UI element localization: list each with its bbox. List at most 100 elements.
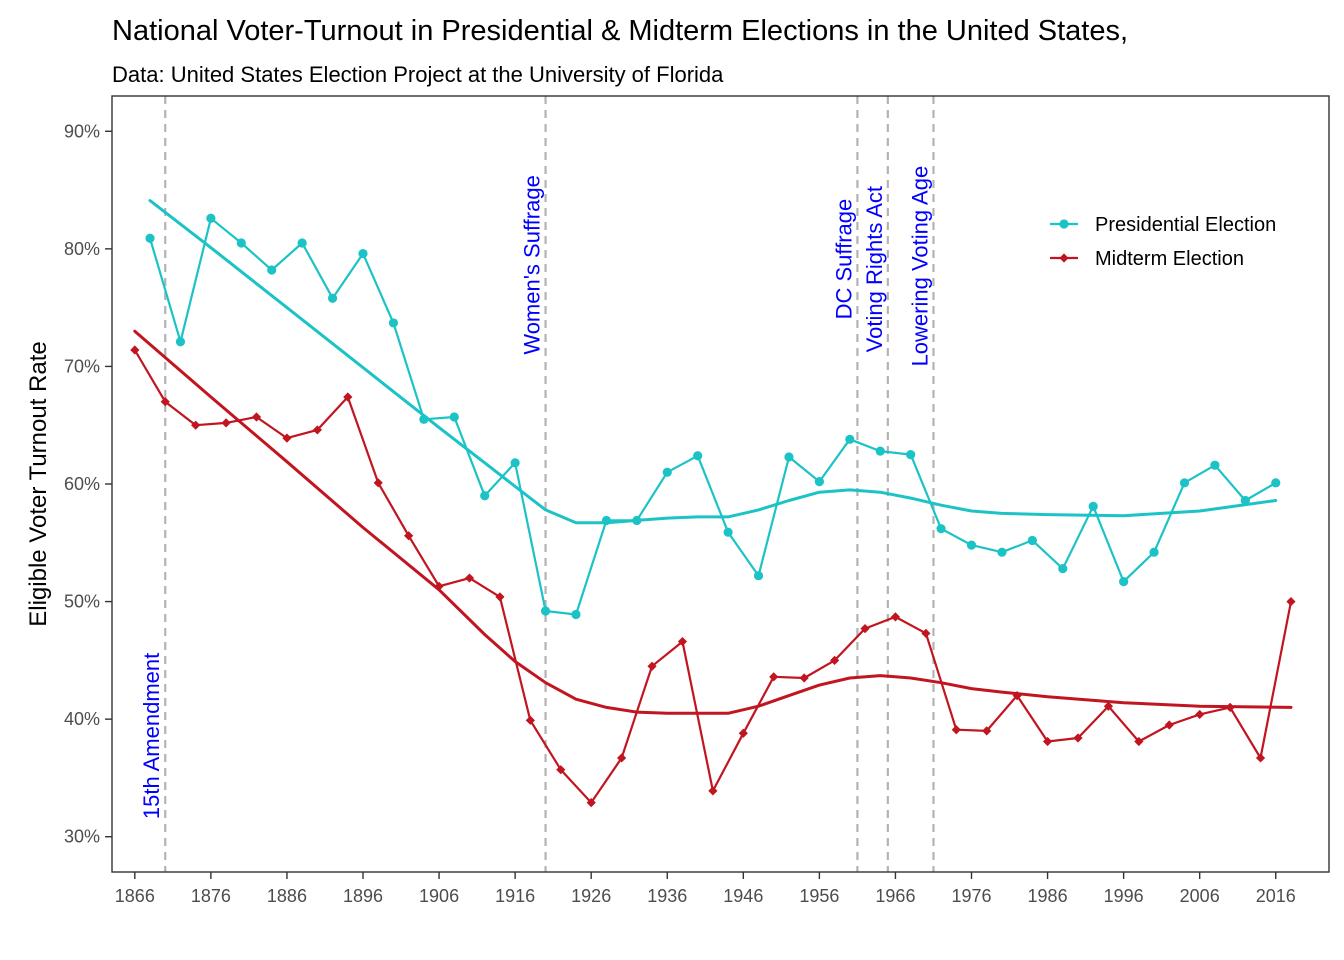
event-label: Voting Rights Act: [862, 186, 887, 352]
data-point: [1103, 701, 1114, 711]
data-point: [662, 467, 672, 477]
data-point: [845, 434, 855, 444]
data-point: [601, 515, 612, 526]
data-point: [175, 337, 186, 347]
data-point: [388, 318, 399, 328]
x-tick-label: 1986: [1028, 886, 1068, 906]
x-tick-label: 1926: [571, 886, 611, 906]
data-point: [753, 571, 764, 581]
data-point: [1255, 753, 1266, 763]
data-point: [1042, 736, 1053, 747]
x-tick-label: 1886: [267, 886, 307, 906]
data-point: [1195, 709, 1205, 720]
data-point: [708, 786, 718, 796]
data-point: [829, 655, 840, 665]
data-point: [236, 238, 246, 248]
data-point: [647, 661, 657, 671]
data-point: [1149, 547, 1159, 557]
data-point: [1286, 596, 1296, 607]
data-point: [434, 581, 444, 591]
data-point: [677, 636, 688, 647]
data-point: [1164, 720, 1174, 730]
x-tick-label: 1866: [115, 886, 155, 906]
data-point: [738, 728, 748, 738]
data-point: [145, 233, 155, 243]
data-point: [1119, 576, 1129, 587]
data-point: [160, 397, 170, 407]
data-point: [906, 450, 916, 460]
data-point: [404, 531, 414, 541]
data-point: [267, 265, 277, 275]
series-line: [133, 349, 1293, 804]
data-point: [1088, 501, 1098, 511]
data-point: [358, 248, 368, 259]
y-tick-label: 40%: [64, 709, 100, 729]
data-point: [617, 753, 627, 763]
data-point: [495, 592, 505, 602]
data-point: [1134, 736, 1144, 747]
data-point: [464, 573, 475, 583]
data-point: [343, 392, 353, 402]
data-point: [1225, 702, 1235, 712]
series-line: [148, 217, 1277, 616]
data-point: [1058, 564, 1068, 574]
data-point: [769, 672, 779, 682]
data-point: [327, 293, 338, 303]
data-point: [936, 524, 946, 534]
legend-marker: [1059, 219, 1069, 229]
data-point: [890, 612, 901, 622]
x-tick-label: 1996: [1104, 886, 1144, 906]
legend-label: Presidential Election: [1095, 214, 1276, 236]
chart-title: National Voter-Turnout in Presidential &…: [112, 15, 1128, 47]
plot-area: 15th Amendment Women's Suffrage DC Suffrag…: [64, 95, 1330, 906]
x-tick-label: 1976: [951, 886, 991, 906]
data-point: [282, 433, 292, 443]
x-tick-label: 1916: [495, 886, 535, 906]
data-point: [206, 213, 216, 223]
data-point: [799, 673, 809, 683]
y-tick-label: 30%: [64, 827, 100, 847]
y-tick-label: 80%: [64, 239, 100, 259]
y-tick-label: 90%: [64, 121, 100, 141]
data-point: [373, 478, 383, 488]
trend-line: [148, 199, 1278, 525]
data-point: [1012, 691, 1022, 701]
data-point: [1179, 478, 1190, 488]
x-tick-label: 1906: [419, 886, 459, 906]
data-point: [1027, 535, 1037, 546]
data-point: [525, 715, 535, 725]
legend-marker: [1059, 253, 1069, 263]
y-axis-title: Eligible Voter Turnout Rate: [25, 341, 52, 627]
x-tick-label: 2016: [1256, 886, 1296, 906]
data-point: [951, 725, 961, 735]
data-point: [312, 425, 322, 435]
y-tick-label: 70%: [64, 356, 100, 376]
data-point: [449, 412, 459, 422]
event-label: Women's Suffrage: [520, 175, 545, 354]
data-point: [130, 345, 140, 355]
data-point: [997, 547, 1007, 557]
data-point: [693, 451, 703, 461]
data-point: [982, 726, 992, 736]
data-point: [297, 238, 307, 248]
data-point: [571, 609, 581, 620]
data-point: [221, 418, 231, 428]
data-point: [191, 420, 201, 430]
x-tick-label: 1946: [723, 886, 763, 906]
y-tick-label: 60%: [64, 474, 100, 494]
data-point: [556, 765, 566, 775]
y-tick-label: 50%: [64, 592, 100, 612]
event-label: DC Suffrage: [831, 199, 856, 320]
x-tick-label: 2006: [1180, 886, 1220, 906]
data-point: [875, 446, 885, 456]
legend: Presidential Election Midterm Election: [1050, 214, 1276, 270]
legend-label: Midterm Election: [1095, 248, 1244, 270]
data-point: [632, 515, 642, 526]
data-point: [540, 606, 551, 616]
panel-border: [111, 95, 1330, 873]
data-point: [814, 477, 824, 487]
data-point: [419, 414, 429, 424]
data-point: [1073, 733, 1083, 743]
x-tick-label: 1936: [647, 886, 687, 906]
data-point: [510, 458, 520, 468]
